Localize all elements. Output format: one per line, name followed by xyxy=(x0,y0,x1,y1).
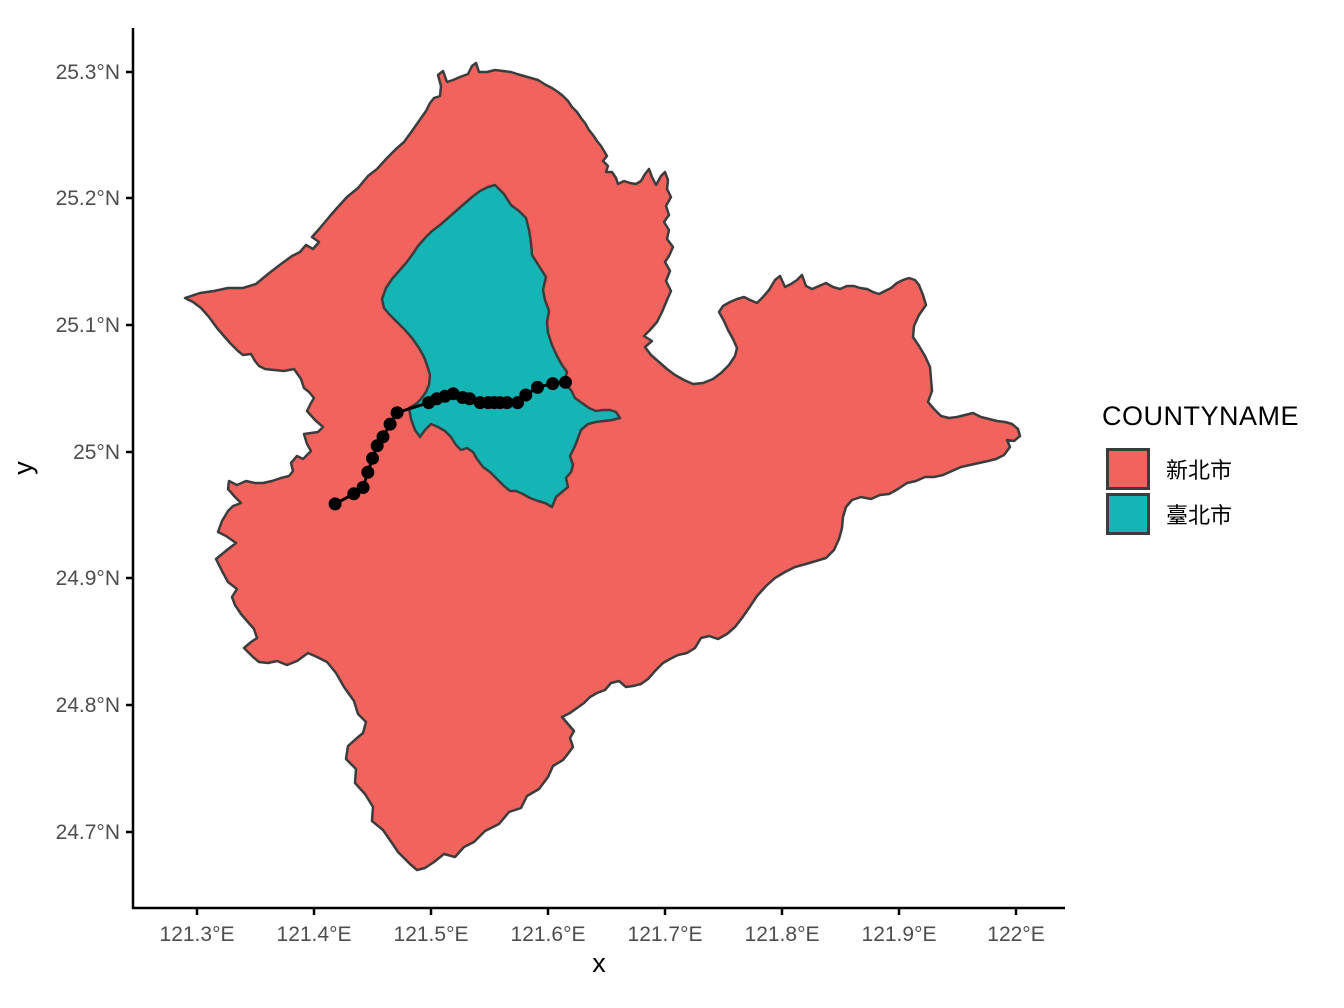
legend-key-swatch-taipei xyxy=(1106,493,1150,535)
y-axis-title: y xyxy=(8,461,38,475)
map-regions-layer xyxy=(183,61,1022,872)
region-xinbei xyxy=(183,61,1022,872)
x-axis-title: x xyxy=(592,948,606,978)
x-tick-label: 121.5°E xyxy=(394,923,469,946)
x-tick-label: 121.3°E xyxy=(160,923,235,946)
y-tick-label: 25°N xyxy=(73,441,120,464)
route-station-point xyxy=(356,481,370,494)
route-station-point xyxy=(559,375,572,389)
y-tick-label: 24.9°N xyxy=(56,567,120,590)
route-station-point xyxy=(347,487,361,501)
y-tick-label: 24.7°N xyxy=(56,821,120,844)
y-tick-label: 25.1°N xyxy=(56,314,120,337)
route-station-point xyxy=(376,430,390,444)
y-tick-label: 25.3°N xyxy=(56,61,120,84)
route-station-point xyxy=(366,451,379,465)
x-tick-label: 121.8°E xyxy=(745,923,820,946)
axes-layer: 121.3°E 121.4°E 121.5°E 121.6°E 121.7°E 121.8… xyxy=(56,28,1065,946)
legend-label-xinbei: 新北市 xyxy=(1166,458,1233,483)
legend-title: COUNTYNAME xyxy=(1102,401,1300,431)
route-station-point xyxy=(383,417,397,431)
route-station-point xyxy=(511,396,525,410)
y-tick-label: 24.8°N xyxy=(56,694,120,717)
x-tick-label: 121.4°E xyxy=(277,923,352,946)
legend-row-taipei: 臺北市 xyxy=(1102,493,1299,535)
legend-row-xinbei: 新北市 xyxy=(1102,448,1299,490)
legend-key-swatch-xinbei xyxy=(1106,448,1150,490)
route-station-point xyxy=(463,392,477,406)
x-tick-label: 121.9°E xyxy=(862,923,937,946)
route-station-point xyxy=(361,465,375,479)
route-station-point xyxy=(546,377,560,391)
x-tick-label: 122°E xyxy=(987,923,1044,946)
x-tick-label: 121.6°E xyxy=(511,923,586,946)
route-station-point xyxy=(519,388,533,402)
route-station-point xyxy=(390,406,404,420)
legend: COUNTYNAME 新北市臺北市 xyxy=(1102,401,1299,538)
route-station-point xyxy=(328,497,342,511)
y-tick-label: 25.2°N xyxy=(56,187,120,210)
route-layer xyxy=(328,375,572,511)
route-station-point xyxy=(500,396,514,410)
legend-label-taipei: 臺北市 xyxy=(1166,503,1233,528)
region-taipei xyxy=(380,183,622,509)
x-tick-label: 121.7°E xyxy=(628,923,703,946)
legend-entries: 新北市 臺北市 xyxy=(1102,448,1299,535)
route-station-point xyxy=(531,380,544,394)
